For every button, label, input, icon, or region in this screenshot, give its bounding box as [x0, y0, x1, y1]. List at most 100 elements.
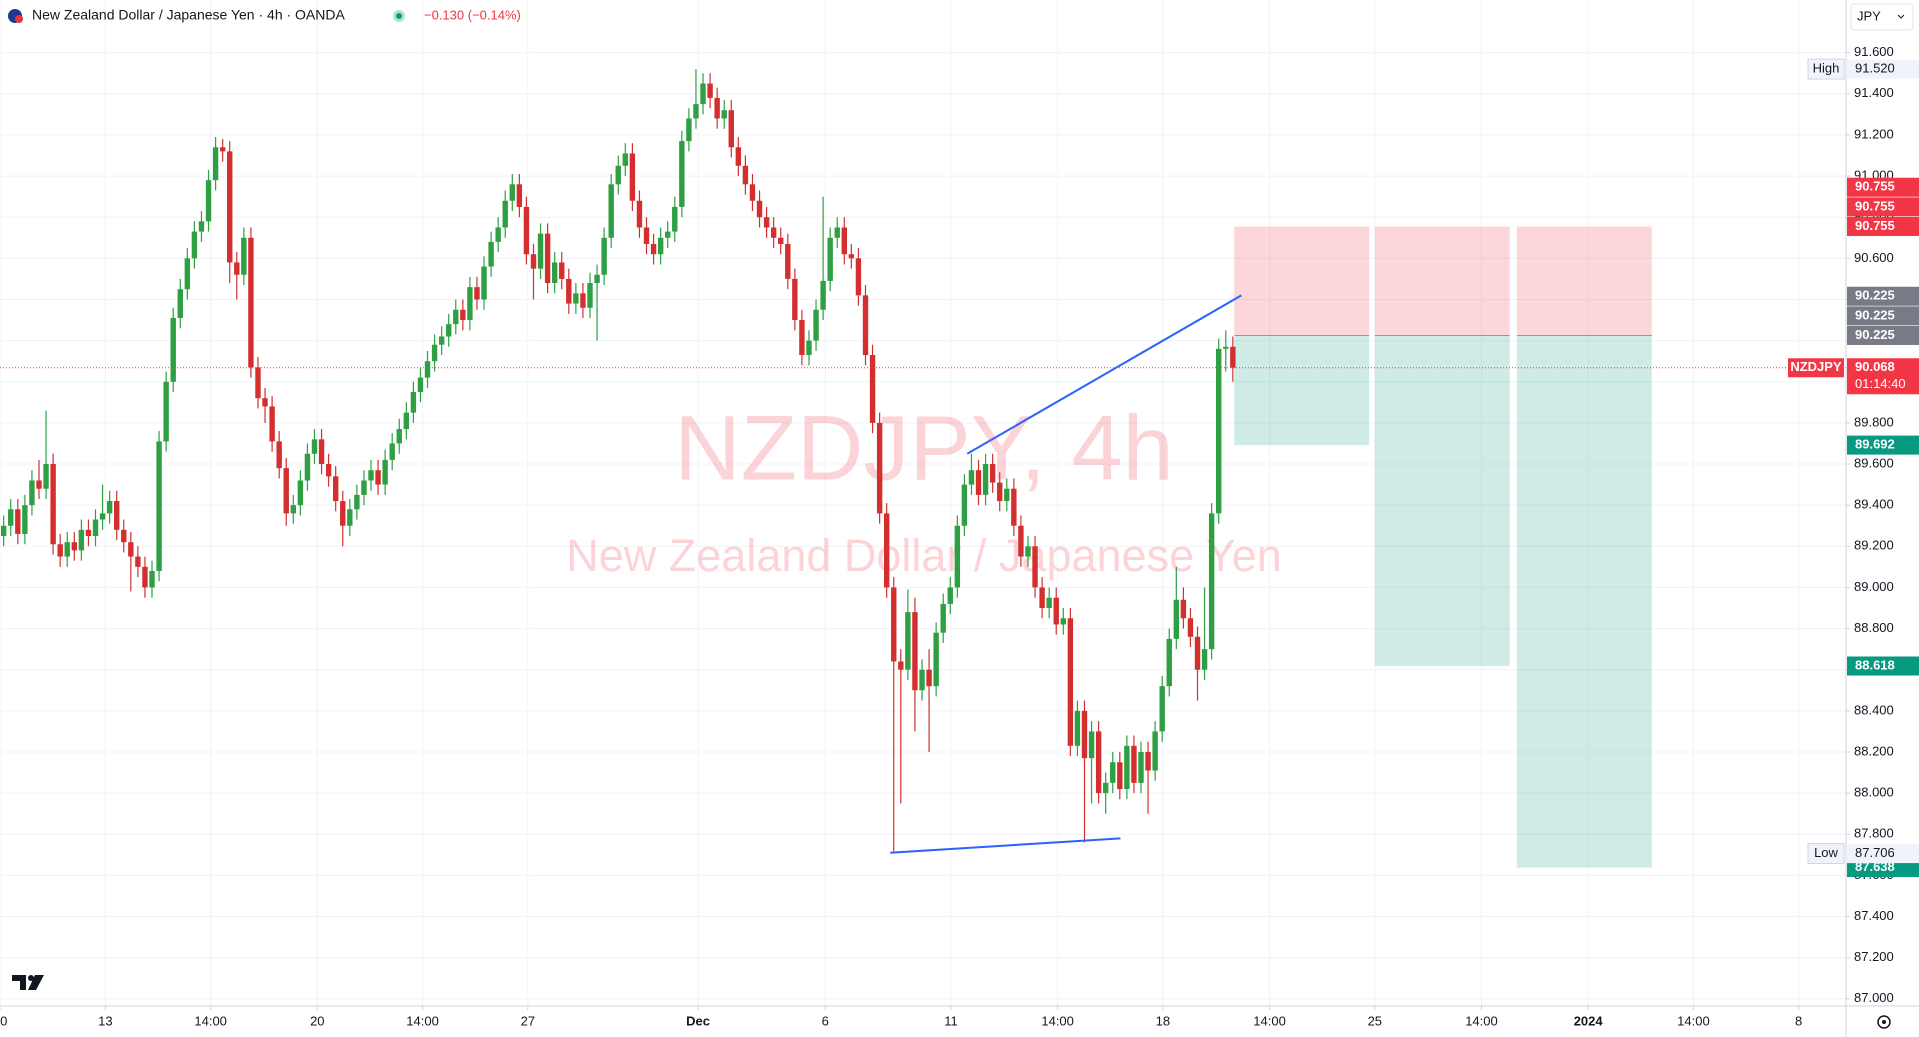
watermark-name: New Zealand Dollar / Japanese Yen: [566, 530, 1281, 581]
x-tick-label: 2024: [1574, 1013, 1604, 1028]
candle-body: [1208, 513, 1215, 650]
candle-body: [234, 262, 240, 275]
watermark: NZDJPY, 4h New Zealand Dollar / Japanese…: [566, 397, 1281, 581]
x-tick-label: 18: [1156, 1013, 1170, 1028]
candle-body: [1145, 751, 1151, 771]
stop-label: 90.755: [1855, 179, 1895, 194]
stop-label-bg: [1847, 216, 1919, 236]
candle-body: [1074, 710, 1081, 746]
candle-body: [891, 587, 897, 662]
y-tick-label: 91.400: [1854, 85, 1894, 100]
symbol-title[interactable]: New Zealand Dollar / Japanese Yen · 4h ·…: [32, 7, 345, 23]
candle-body: [1124, 745, 1130, 790]
candle-body: [933, 632, 939, 687]
candle-body: [184, 258, 191, 290]
candle-body: [219, 147, 226, 152]
x-tick-label: 14:00: [406, 1013, 439, 1028]
candle-body: [325, 464, 332, 477]
candle-body: [566, 278, 572, 304]
candle-body: [410, 392, 417, 413]
candle-body: [1004, 488, 1010, 502]
currency-button[interactable]: JPY: [1850, 3, 1914, 31]
currency-label[interactable]: JPY: [1857, 8, 1881, 23]
candle-body: [106, 501, 113, 514]
header: New Zealand Dollar / Japanese Yen · 4h ·…: [8, 7, 521, 23]
candle-body: [311, 439, 318, 454]
candle-body: [947, 587, 953, 604]
logo-part: [28, 975, 44, 990]
candle-body: [276, 441, 282, 469]
candle-body: [799, 320, 805, 356]
candle-body: [403, 412, 410, 430]
y-tick-label: 87.200: [1854, 949, 1894, 964]
stop-zone: [1374, 226, 1510, 336]
candle-body: [156, 441, 162, 571]
x-tick-label: 20: [310, 1013, 324, 1028]
positions: [1234, 226, 1652, 868]
candle-body: [686, 118, 692, 142]
candle-body: [347, 509, 353, 526]
candle-body: [255, 367, 261, 399]
target-label: 89.692: [1855, 437, 1895, 452]
candle-body: [99, 513, 106, 520]
gear-icon: [1882, 1020, 1886, 1024]
candle-body: [1216, 348, 1222, 514]
high-value-bg: [1847, 59, 1919, 79]
candle-body: [71, 542, 78, 551]
stop-label-bg: [1847, 177, 1919, 197]
candle-body: [954, 525, 961, 588]
candle-body: [1180, 599, 1187, 619]
candle-body: [121, 529, 127, 543]
candle-body: [594, 274, 600, 284]
candle-body: [1152, 731, 1158, 771]
x-tick-label: 14:00: [1465, 1013, 1498, 1028]
candle-body: [608, 184, 614, 238]
candle-body: [665, 231, 671, 238]
candle-body: [1223, 346, 1229, 349]
candle-body: [721, 110, 727, 119]
candle-body: [813, 309, 819, 341]
candle-body: [1131, 745, 1137, 783]
candle-body: [587, 283, 593, 308]
candle-body: [551, 262, 558, 284]
candle-body: [85, 529, 92, 537]
candle-body: [926, 669, 932, 687]
candle-body: [1117, 762, 1123, 790]
candle-body: [1201, 649, 1208, 670]
candle-body: [191, 231, 198, 259]
y-tick-label: 87.800: [1854, 826, 1894, 841]
candle-body: [431, 344, 438, 362]
candle-body: [368, 470, 374, 481]
candle-body: [0, 525, 7, 537]
candle-body: [474, 287, 480, 300]
gear-icon[interactable]: [1877, 1015, 1891, 1029]
candle-body: [530, 254, 537, 269]
candle-body: [792, 278, 798, 321]
candle-body: [834, 227, 840, 238]
y-tick-label: 88.000: [1854, 785, 1894, 800]
logo-part: [12, 975, 26, 990]
settings-button[interactable]: [1877, 1015, 1891, 1029]
tv-logo[interactable]: [12, 975, 44, 990]
candle-body: [580, 293, 586, 308]
candle-body: [679, 141, 685, 207]
candle-body: [227, 151, 233, 263]
candle-body: [841, 227, 848, 255]
candle-body: [1025, 546, 1031, 557]
candle-body: [1173, 599, 1180, 639]
flag-icon: [15, 15, 23, 23]
target-zone: [1374, 335, 1510, 667]
entry-label: 90.225: [1855, 327, 1895, 342]
candle-body: [898, 661, 904, 670]
candle-body: [622, 153, 629, 166]
stop-label: 90.755: [1855, 218, 1895, 233]
candle-body: [1166, 638, 1172, 687]
currency-box[interactable]: [1850, 3, 1914, 31]
candle-body: [1088, 731, 1095, 759]
candle-body: [481, 266, 487, 300]
candle-body: [460, 309, 466, 321]
stop-zone: [1234, 226, 1370, 336]
candle-body: [502, 200, 508, 228]
y-tick-label: 88.200: [1854, 743, 1894, 758]
candle-body: [495, 227, 501, 242]
